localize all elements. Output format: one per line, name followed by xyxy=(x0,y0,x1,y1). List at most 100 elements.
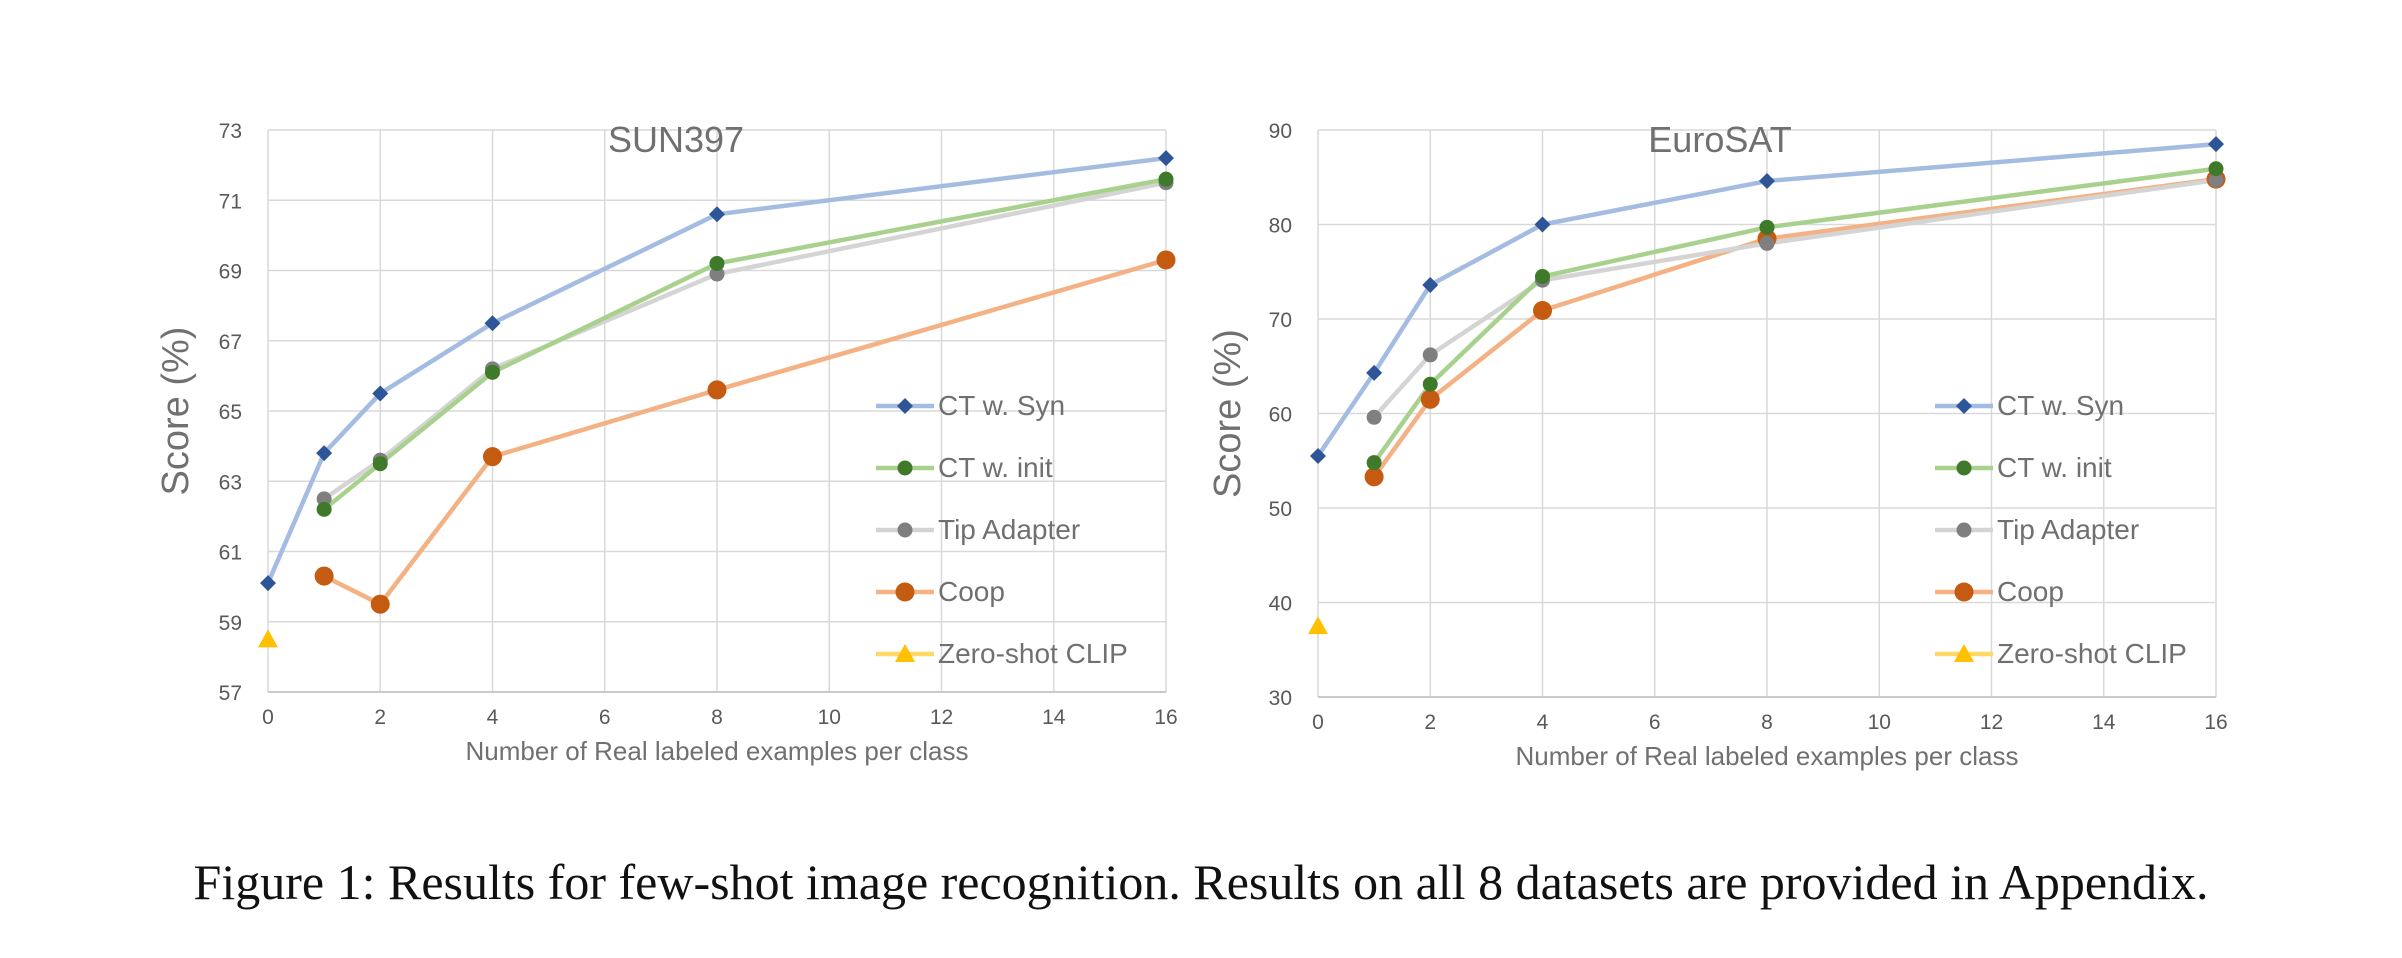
data-point-ct-w-syn xyxy=(484,315,501,332)
data-point-coop xyxy=(314,566,334,586)
x-axis-label: Number of Real labeled examples per clas… xyxy=(466,736,969,766)
x-tick-label: 4 xyxy=(1537,711,1549,734)
legend-label: CT w. init xyxy=(1997,452,2112,483)
data-point-tip-adapter xyxy=(2208,172,2224,188)
series-line-tip-adapter xyxy=(1371,177,2219,420)
sun397-chart: 0 2 4 6 8 10 12 14 16 57 59 61 63 65 67 69 71 73 SUN397 Num… xyxy=(155,119,1178,766)
legend-label: Tip Adapter xyxy=(1997,514,2139,545)
x-tick-label: 10 xyxy=(1868,711,1891,734)
charts-svg: 0 2 4 6 8 10 12 14 16 57 59 61 63 65 67 69 71 73 SUN397 Num… xyxy=(155,119,2228,771)
data-point-tip-adapter xyxy=(1366,409,1382,425)
series-line-coop xyxy=(321,257,1169,607)
y-tick-label: 40 xyxy=(1269,593,1292,616)
x-tick-label: 0 xyxy=(262,706,274,729)
data-point-tip-adapter xyxy=(1759,235,1775,251)
legend-label: CT w. Syn xyxy=(1997,390,2124,421)
data-point-coop xyxy=(370,594,390,614)
data-point-ct-w-syn xyxy=(316,445,333,462)
data-point-ct-w-syn xyxy=(709,206,725,223)
data-point-tip-adapter xyxy=(709,266,725,282)
legend-item-tip-adapter: Tip Adapter xyxy=(876,514,1080,545)
y-tick-label: 63 xyxy=(219,471,242,494)
data-point-zero-shot-clip xyxy=(1308,616,1328,635)
data-point-ct-w-init xyxy=(1158,171,1174,187)
legend-marker xyxy=(897,398,913,414)
data-point-ct-w-syn xyxy=(372,385,389,402)
data-point-ct-w-syn xyxy=(1759,173,1775,190)
y-tick-label: 60 xyxy=(1269,404,1292,427)
x-tick-label: 12 xyxy=(930,706,953,729)
data-point-tip-adapter xyxy=(1422,347,1438,363)
data-point-ct-w-init xyxy=(485,364,500,380)
x-tick-label: 14 xyxy=(2092,711,2116,734)
x-tick-label: 14 xyxy=(1042,706,1066,729)
x-tick-label: 2 xyxy=(374,706,386,729)
legend-item-ct-w-syn: CT w. Syn xyxy=(876,390,1065,421)
x-axis-label: Number of Real labeled examples per clas… xyxy=(1516,741,2019,771)
data-point-coop xyxy=(483,447,502,467)
legend-item-coop: Coop xyxy=(876,576,1005,607)
data-point-coop xyxy=(1420,389,1440,409)
data-point-ct-w-init xyxy=(2208,161,2224,177)
series-line-ct-w-syn xyxy=(265,155,1169,586)
data-point-ct-w-syn xyxy=(1534,216,1551,233)
legend-item-zero-shot-clip: Zero-shot CLIP xyxy=(1935,638,2187,669)
legend-label: Tip Adapter xyxy=(938,514,1080,545)
y-tick-label: 61 xyxy=(219,542,242,565)
series-line-ct-w-syn xyxy=(1315,141,2219,459)
data-point-ct-w-syn xyxy=(1366,364,1383,381)
eurosat-chart: 0 2 4 6 8 10 12 14 16 30 40 50 60 70 80 90 EuroSAT Number… xyxy=(1207,119,2228,771)
legend-item-ct-w-init: CT w. init xyxy=(1935,452,2112,483)
y-tick-label: 50 xyxy=(1269,498,1292,521)
legend-marker xyxy=(895,644,915,662)
data-point-ct-w-init xyxy=(1366,455,1382,471)
data-point-coop xyxy=(1533,300,1552,320)
y-tick-label: 67 xyxy=(219,331,242,354)
legend-marker xyxy=(897,522,913,538)
legend-marker xyxy=(895,582,915,602)
legend-label: Zero-shot CLIP xyxy=(1997,638,2187,669)
data-point-coop xyxy=(1364,467,1384,487)
x-tick-label: 12 xyxy=(1980,711,2003,734)
x-tick-label: 2 xyxy=(1424,711,1436,734)
y-axis-label: Score (%) xyxy=(155,327,197,496)
legend-marker xyxy=(1954,644,1974,662)
legend-label: Coop xyxy=(1997,576,2064,607)
y-tick-label: 80 xyxy=(1269,215,1292,238)
x-tick-label: 10 xyxy=(818,706,841,729)
y-tick-label: 30 xyxy=(1269,687,1292,710)
x-tick-label: 0 xyxy=(1312,711,1324,734)
legend-marker xyxy=(1954,582,1974,602)
legend-label: Coop xyxy=(938,576,1005,607)
x-tick-label: 16 xyxy=(1154,706,1177,729)
data-point-tip-adapter xyxy=(316,491,332,507)
y-tick-label: 73 xyxy=(219,120,242,143)
data-point-ct-w-init xyxy=(1759,219,1775,235)
y-tick-label: 59 xyxy=(219,612,242,635)
legend-item-zero-shot-clip: Zero-shot CLIP xyxy=(876,638,1128,669)
data-point-ct-w-init xyxy=(709,255,725,271)
x-tick-label: 16 xyxy=(2204,711,2227,734)
data-point-coop xyxy=(1156,250,1176,270)
data-point-coop xyxy=(707,380,727,400)
legend-marker xyxy=(897,460,913,476)
x-tick-label: 8 xyxy=(711,706,723,729)
y-tick-label: 65 xyxy=(219,401,242,424)
legend-item-tip-adapter: Tip Adapter xyxy=(1935,514,2139,545)
legend-label: CT w. Syn xyxy=(938,390,1065,421)
legend-label: Zero-shot CLIP xyxy=(938,638,1128,669)
x-tick-label: 4 xyxy=(487,706,499,729)
data-point-zero-shot-clip xyxy=(258,629,278,648)
y-tick-label: 71 xyxy=(219,190,242,213)
y-tick-label: 70 xyxy=(1269,309,1292,332)
chart-title: SUN397 xyxy=(608,119,744,160)
data-point-ct-w-init xyxy=(372,456,388,472)
y-tick-label: 90 xyxy=(1269,120,1292,143)
x-tick-label: 6 xyxy=(599,706,611,729)
legend-marker xyxy=(1956,460,1972,476)
data-point-ct-w-syn xyxy=(2208,136,2224,153)
legend-item-coop: Coop xyxy=(1935,576,2064,607)
y-tick-label: 57 xyxy=(219,682,242,705)
legend-item-ct-w-syn: CT w. Syn xyxy=(1935,390,2124,421)
